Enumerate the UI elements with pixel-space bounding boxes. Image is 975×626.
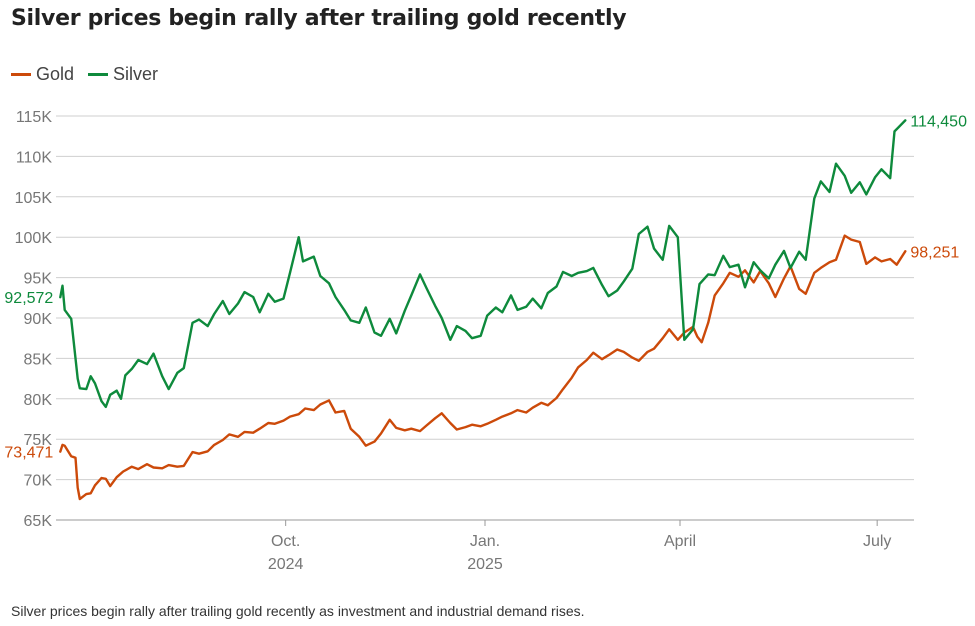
series-line-gold — [59, 234, 907, 501]
series-line-silver — [59, 119, 907, 409]
x-tick-label: Oct. — [271, 533, 300, 550]
y-tick-label: 80K — [24, 392, 53, 409]
chart-caption: Silver prices begin rally after trailing… — [11, 603, 585, 619]
x-tick-label: 2025 — [467, 556, 503, 573]
y-tick-label: 110K — [16, 149, 53, 166]
legend-item-gold: Gold — [11, 64, 74, 85]
legend-swatch-silver — [88, 73, 109, 76]
x-tick-label: April — [664, 533, 696, 550]
x-tick-label: Jan. — [470, 533, 500, 550]
y-tick-label: 75K — [24, 432, 53, 449]
legend-swatch-gold — [11, 73, 31, 76]
legend-label-silver: Silver — [113, 64, 159, 84]
end-value-label-gold: 98,251 — [910, 244, 959, 261]
legend-label-gold: Gold — [36, 64, 75, 84]
line-chart: 65K 70K 75K 80K 85K 90K 95K 100K 105K 110K 115K Oct… — [4, 109, 967, 573]
y-tick-label: 100K — [15, 230, 53, 247]
y-tick-label: 70K — [24, 473, 53, 490]
y-tick-label: 105K — [15, 190, 53, 207]
chart-title: Silver prices begin rally after trailing… — [11, 6, 627, 31]
y-tick-label: 115K — [16, 109, 53, 126]
end-value-label-silver: 114,450 — [910, 113, 967, 130]
y-tick-label: 65K — [24, 513, 53, 530]
y-tick-label: 95K — [24, 271, 53, 288]
y-tick-label: 85K — [24, 351, 53, 368]
start-value-label-gold: 73,471 — [4, 445, 53, 462]
x-tick-label: July — [863, 533, 891, 550]
legend: Gold Silver — [11, 64, 158, 85]
start-value-label-silver: 92,572 — [4, 290, 53, 307]
x-tick-label: 2024 — [268, 556, 304, 573]
legend-item-silver: Silver — [88, 64, 158, 85]
y-tick-label: 90K — [24, 311, 53, 328]
